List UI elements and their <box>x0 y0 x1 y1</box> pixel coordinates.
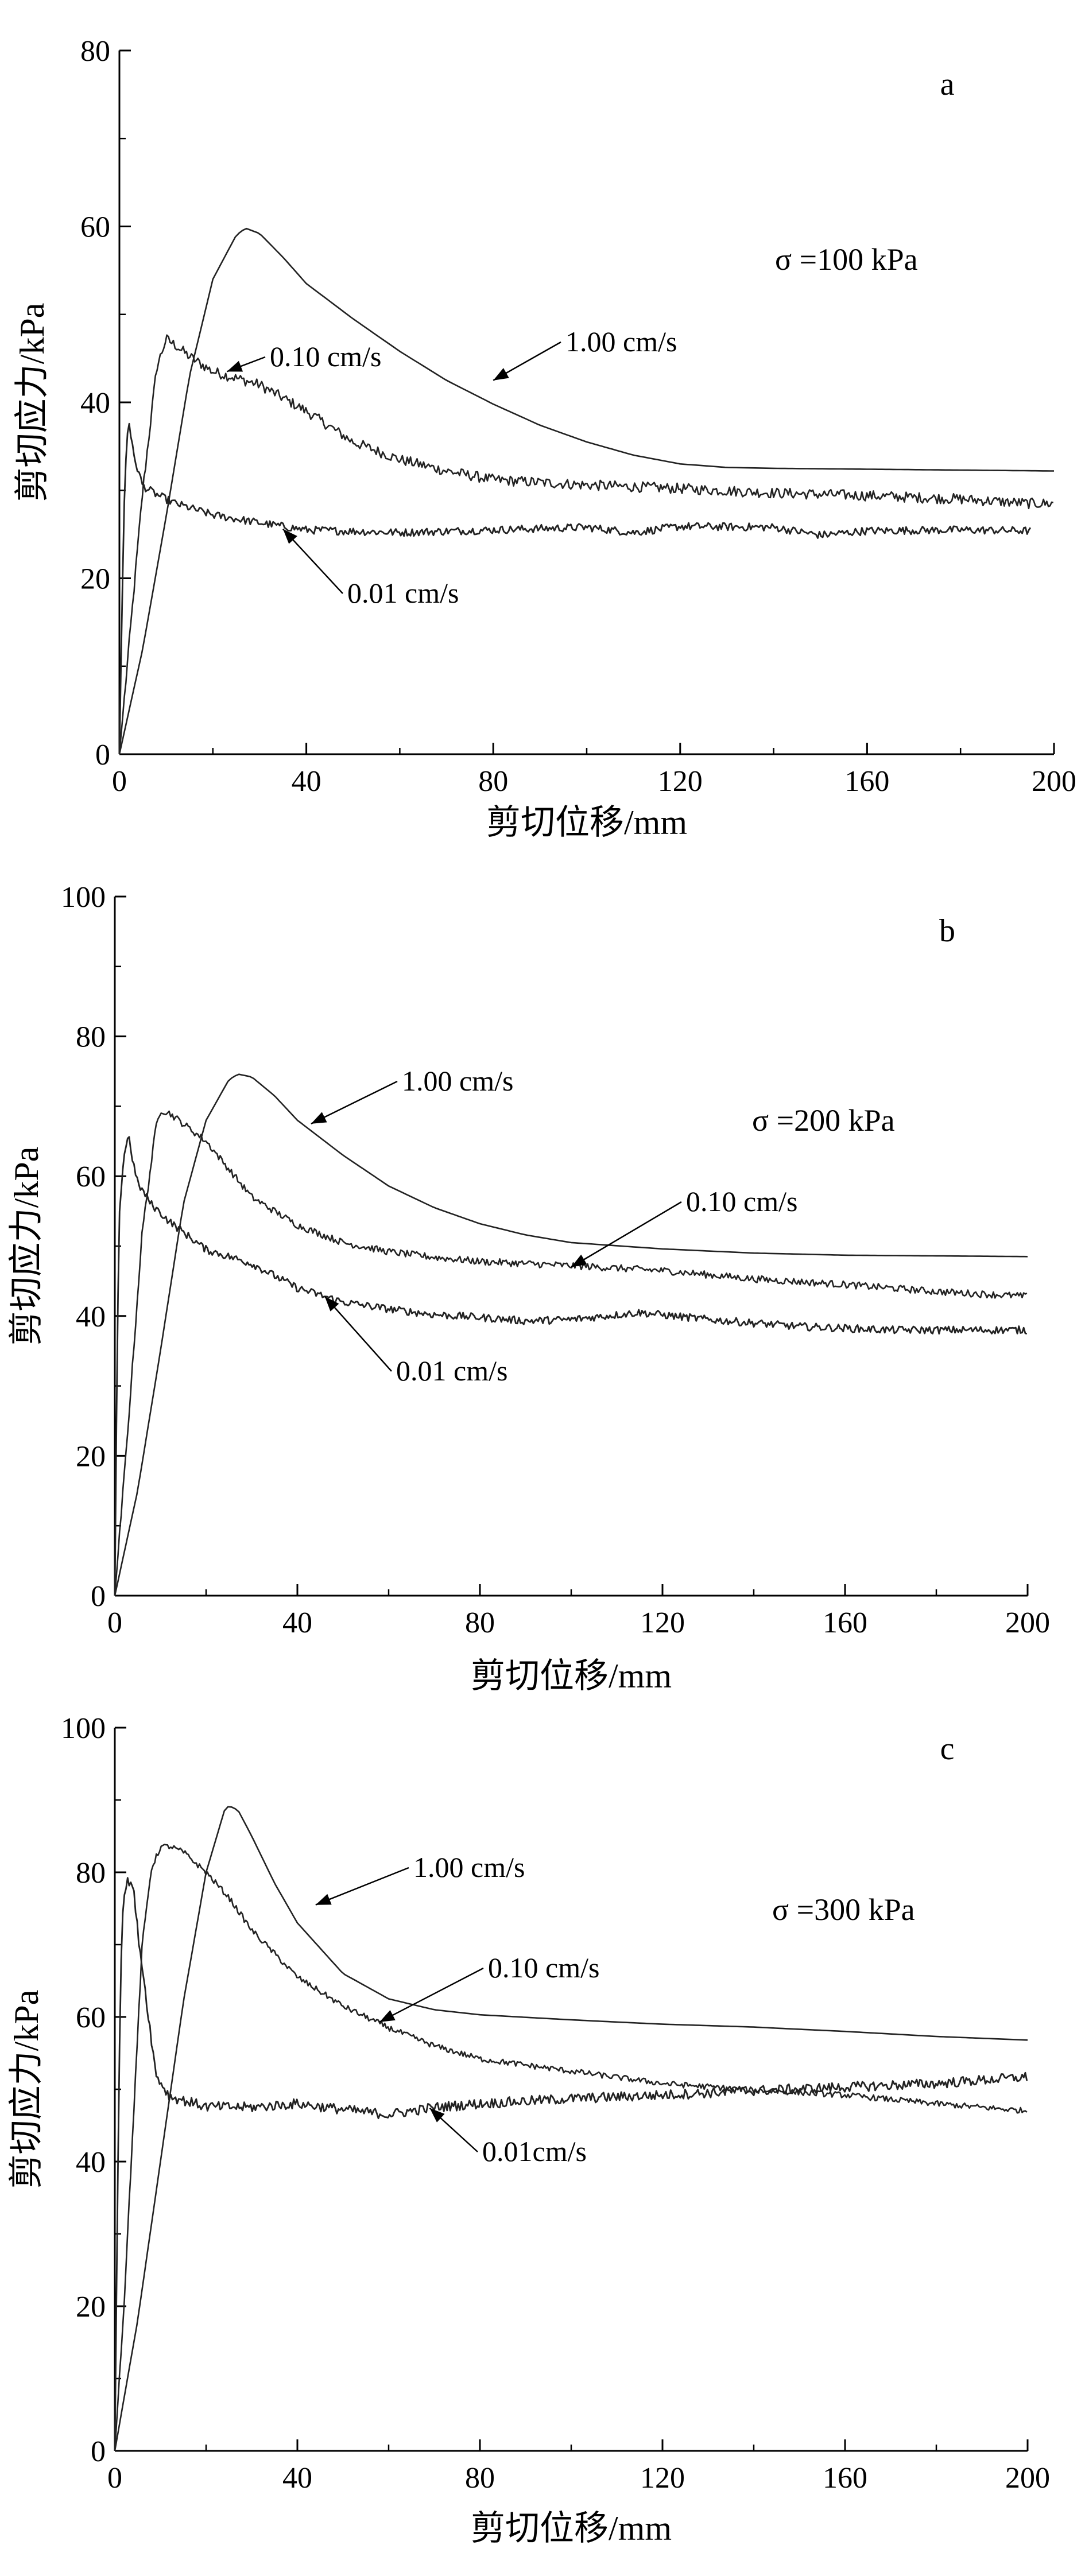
series-label-leader <box>311 1080 398 1124</box>
y-tick-label: 100 <box>61 881 106 914</box>
y-tick-label: 100 <box>61 1712 106 1745</box>
arrowhead <box>571 1254 587 1267</box>
panel-letter: a <box>940 67 955 102</box>
chart-panel-c: 0 40 80 120 160 200 0 20 40 60 80 100 剪切位移/mm 剪切应力/kP… <box>7 1712 1050 2547</box>
series-line-2 <box>114 1844 1028 2451</box>
arrowhead <box>315 1894 332 1905</box>
normal-stress-annotation: σ =300 kPa <box>772 1892 915 1927</box>
x-tick-label: 40 <box>292 765 321 798</box>
series-label-leader <box>379 1967 484 2023</box>
y-tick-label: 0 <box>91 2435 106 2468</box>
x-tick-label: 0 <box>112 765 127 798</box>
chart-panel-b: 0 40 80 120 160 200 0 20 40 60 80 100 剪切位移/mm 剪切应力/kP… <box>7 881 1050 1695</box>
arrowhead <box>227 360 243 372</box>
x-tick-label: 40 <box>282 1607 312 1639</box>
y-tick-label: 20 <box>76 1440 106 1473</box>
y-tick-label: 80 <box>76 1857 106 1890</box>
series-line-2 <box>118 334 1054 755</box>
x-tick-label: 120 <box>640 1607 685 1639</box>
x-tick-label: 160 <box>823 2462 867 2494</box>
series-label-3: 0.01cm/s <box>482 2135 587 2167</box>
x-tick-label: 80 <box>465 1607 495 1639</box>
series-label-1: 1.00 cm/s <box>402 1065 513 1097</box>
y-axis-title: 剪切应力/kPa <box>13 303 51 502</box>
series-label-3: 0.01 cm/s <box>347 577 459 609</box>
normal-stress-annotation: σ =200 kPa <box>752 1103 895 1138</box>
x-tick-label: 0 <box>107 1607 122 1639</box>
panel-letter: b <box>939 913 955 949</box>
x-axis-title: 剪切位移/mm <box>486 804 687 841</box>
series-line-1 <box>114 1073 1028 1596</box>
x-tick-label: 160 <box>844 765 889 798</box>
arrowhead <box>379 2009 396 2022</box>
panel-letter: c <box>940 1731 955 1767</box>
arrowhead <box>429 2108 445 2123</box>
y-tick-label: 60 <box>80 211 110 244</box>
y-tick-label: 60 <box>76 1161 106 1193</box>
y-tick-label: 80 <box>76 1021 106 1054</box>
normal-stress-annotation: σ =100 kPa <box>775 242 918 277</box>
arrowhead <box>282 529 297 544</box>
y-tick-label: 0 <box>91 1580 106 1613</box>
series-label-leader <box>315 1867 409 1906</box>
x-tick-label: 120 <box>658 765 703 798</box>
series-line-3 <box>118 422 1032 755</box>
chart-panel-a: 0 40 80 120 160 200 0 20 40 60 80 剪切位移/mm 剪切应力/kPa a σ… <box>13 35 1076 841</box>
series-line-3 <box>114 1136 1028 1596</box>
x-tick-label: 200 <box>1005 1607 1050 1639</box>
x-tick-label: 0 <box>107 2462 122 2494</box>
y-axis-title: 剪切应力/kPa <box>7 1990 45 2189</box>
y-tick-label: 40 <box>80 387 110 420</box>
x-axis-title: 剪切位移/mm <box>471 1657 672 1695</box>
x-tick-label: 200 <box>1005 2462 1050 2494</box>
x-axis-title: 剪切位移/mm <box>471 2509 672 2547</box>
series-label-3: 0.01 cm/s <box>396 1355 507 1387</box>
series-label-leader <box>571 1201 682 1268</box>
y-tick-label: 60 <box>76 2001 106 2034</box>
series-label-2: 0.10 cm/s <box>488 1952 599 1984</box>
x-tick-label: 200 <box>1032 765 1076 798</box>
series-label-2: 0.10 cm/s <box>270 340 381 373</box>
y-tick-label: 20 <box>76 2291 106 2323</box>
y-tick-label: 40 <box>76 2146 106 2179</box>
arrowhead <box>493 368 509 381</box>
series-label-1: 1.00 cm/s <box>565 325 677 358</box>
x-tick-label: 120 <box>640 2462 685 2494</box>
series-label-1: 1.00 cm/s <box>413 1851 525 1883</box>
x-tick-label: 80 <box>478 765 508 798</box>
series-label-leader <box>324 1295 392 1372</box>
y-axis-title: 剪切应力/kPa <box>7 1147 45 1346</box>
x-tick-label: 80 <box>465 2462 495 2494</box>
series-line-2 <box>114 1110 1028 1596</box>
series-line-1 <box>118 227 1054 755</box>
y-tick-label: 80 <box>80 35 110 68</box>
series-line-3 <box>114 1877 1028 2451</box>
x-tick-label: 40 <box>282 2462 312 2494</box>
x-tick-label: 160 <box>823 1607 867 1639</box>
y-tick-label: 20 <box>80 563 110 596</box>
arrowhead <box>311 1112 327 1124</box>
y-tick-label: 0 <box>95 739 110 771</box>
series-line-1 <box>114 1806 1028 2451</box>
arrowhead <box>324 1296 339 1312</box>
series-label-2: 0.10 cm/s <box>686 1185 797 1217</box>
y-tick-label: 40 <box>76 1301 106 1333</box>
